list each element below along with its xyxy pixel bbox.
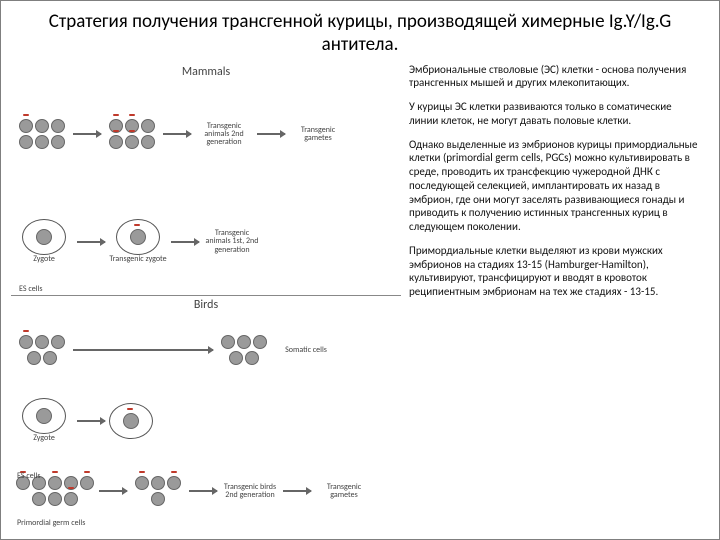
cell-icon xyxy=(35,119,49,133)
label-transgenic-animals-1st: Transgenic animals 1st, 2nd generation xyxy=(203,229,261,254)
mammals-section: Transgenic animals 2nd generation Transg… xyxy=(11,81,401,297)
arrow-icon xyxy=(77,241,105,243)
arrow-icon xyxy=(257,133,285,135)
text-column: Эмбриональные стволовые (ЭС) клетки - ос… xyxy=(409,63,709,529)
cell-icon xyxy=(80,476,94,490)
cell-icon xyxy=(27,351,41,365)
arrow-icon xyxy=(73,133,101,135)
cell-icon xyxy=(237,335,251,349)
arrow-icon xyxy=(171,241,199,243)
transgenic-cluster xyxy=(105,119,159,149)
slide-frame: Стратегия получения трансгенной курицы, … xyxy=(0,0,720,540)
arrow-icon xyxy=(77,420,105,422)
label-es-cells2: ES cells xyxy=(17,471,40,481)
cell-icon xyxy=(35,335,49,349)
cell-icon xyxy=(64,492,78,506)
arrow-icon xyxy=(283,490,311,492)
cell-icon xyxy=(19,135,33,149)
es-cells-cluster xyxy=(15,335,69,365)
cell-icon xyxy=(48,476,62,490)
cell-icon xyxy=(43,351,57,365)
cell-icon xyxy=(245,351,259,365)
zygote-icon xyxy=(22,219,66,255)
birds-section: Somatic cells Zygote xyxy=(11,314,401,529)
label-primordial: Primordial germ cells xyxy=(17,518,85,528)
cell-icon xyxy=(151,492,165,506)
cell-icon xyxy=(141,119,155,133)
es-cells-cluster xyxy=(15,119,69,149)
cell-icon xyxy=(32,492,46,506)
arrow-icon xyxy=(99,490,127,492)
transgenic-zygote-icon xyxy=(109,403,153,439)
label-es-cells: ES cells xyxy=(19,284,42,294)
cell-icon xyxy=(109,135,123,149)
transgenic-zygote-icon xyxy=(116,219,160,255)
label-transgenic-gametes: Transgenic gametes xyxy=(315,483,373,500)
cell-icon xyxy=(48,492,62,506)
cell-icon xyxy=(167,476,181,490)
label-transgenic-birds: Transgenic birds 2nd generation xyxy=(221,483,279,500)
cell-icon xyxy=(141,135,155,149)
birds-label: Birds xyxy=(11,296,401,314)
arrow-icon xyxy=(73,349,213,351)
cell-icon xyxy=(51,335,65,349)
cell-icon xyxy=(35,135,49,149)
cell-icon xyxy=(51,119,65,133)
cell-icon xyxy=(135,476,149,490)
birds-row-zygote: Zygote xyxy=(11,385,401,456)
cluster xyxy=(131,476,185,506)
paragraph-4: Примордиальные клетки выделяют из крови … xyxy=(409,244,703,299)
nucleus-icon xyxy=(36,229,52,245)
paragraph-3: Однако выделенные из эмбрионов курицы пр… xyxy=(409,138,703,234)
arrow-icon xyxy=(189,490,217,492)
mammals-label: Mammals xyxy=(11,63,401,81)
cell-icon xyxy=(51,135,65,149)
nucleus-icon xyxy=(36,408,52,424)
nucleus-icon xyxy=(123,413,139,429)
cell-icon xyxy=(19,335,33,349)
cell-icon xyxy=(253,335,267,349)
label-somatic: Somatic cells xyxy=(277,346,335,354)
label-transgenic-zygote: Transgenic zygote xyxy=(109,255,167,263)
label-transgenic-gametes: Transgenic gametes xyxy=(289,126,347,143)
cell-icon xyxy=(151,476,165,490)
content-row: Mammals xyxy=(1,63,719,539)
somatic-cluster xyxy=(217,335,271,365)
birds-row-pgc: Transgenic birds 2nd generation Transgen… xyxy=(11,456,401,527)
cell-icon xyxy=(19,119,33,133)
cell-icon xyxy=(229,351,243,365)
mammals-row-zygote: Zygote Transgenic zygote Transgenic anim… xyxy=(11,188,401,295)
mammals-row-es: Transgenic animals 2nd generation Transg… xyxy=(11,81,401,188)
label-zygote: Zygote xyxy=(15,255,73,263)
paragraph-2: У курицы ЭС клетки развиваются только в … xyxy=(409,100,703,128)
label-transgenic-animals-2nd: Transgenic animals 2nd generation xyxy=(195,122,253,147)
arrow-icon xyxy=(163,133,191,135)
cell-icon xyxy=(221,335,235,349)
paragraph-1: Эмбриональные стволовые (ЭС) клетки - ос… xyxy=(409,63,703,91)
zygote-icon xyxy=(22,398,66,434)
slide-title: Стратегия получения трансгенной курицы, … xyxy=(1,1,719,63)
diagram-panel: Mammals xyxy=(11,63,401,529)
birds-row-es: Somatic cells xyxy=(11,314,401,385)
nucleus-icon xyxy=(130,229,146,245)
label-zygote: Zygote xyxy=(15,434,73,442)
cell-icon xyxy=(125,135,139,149)
